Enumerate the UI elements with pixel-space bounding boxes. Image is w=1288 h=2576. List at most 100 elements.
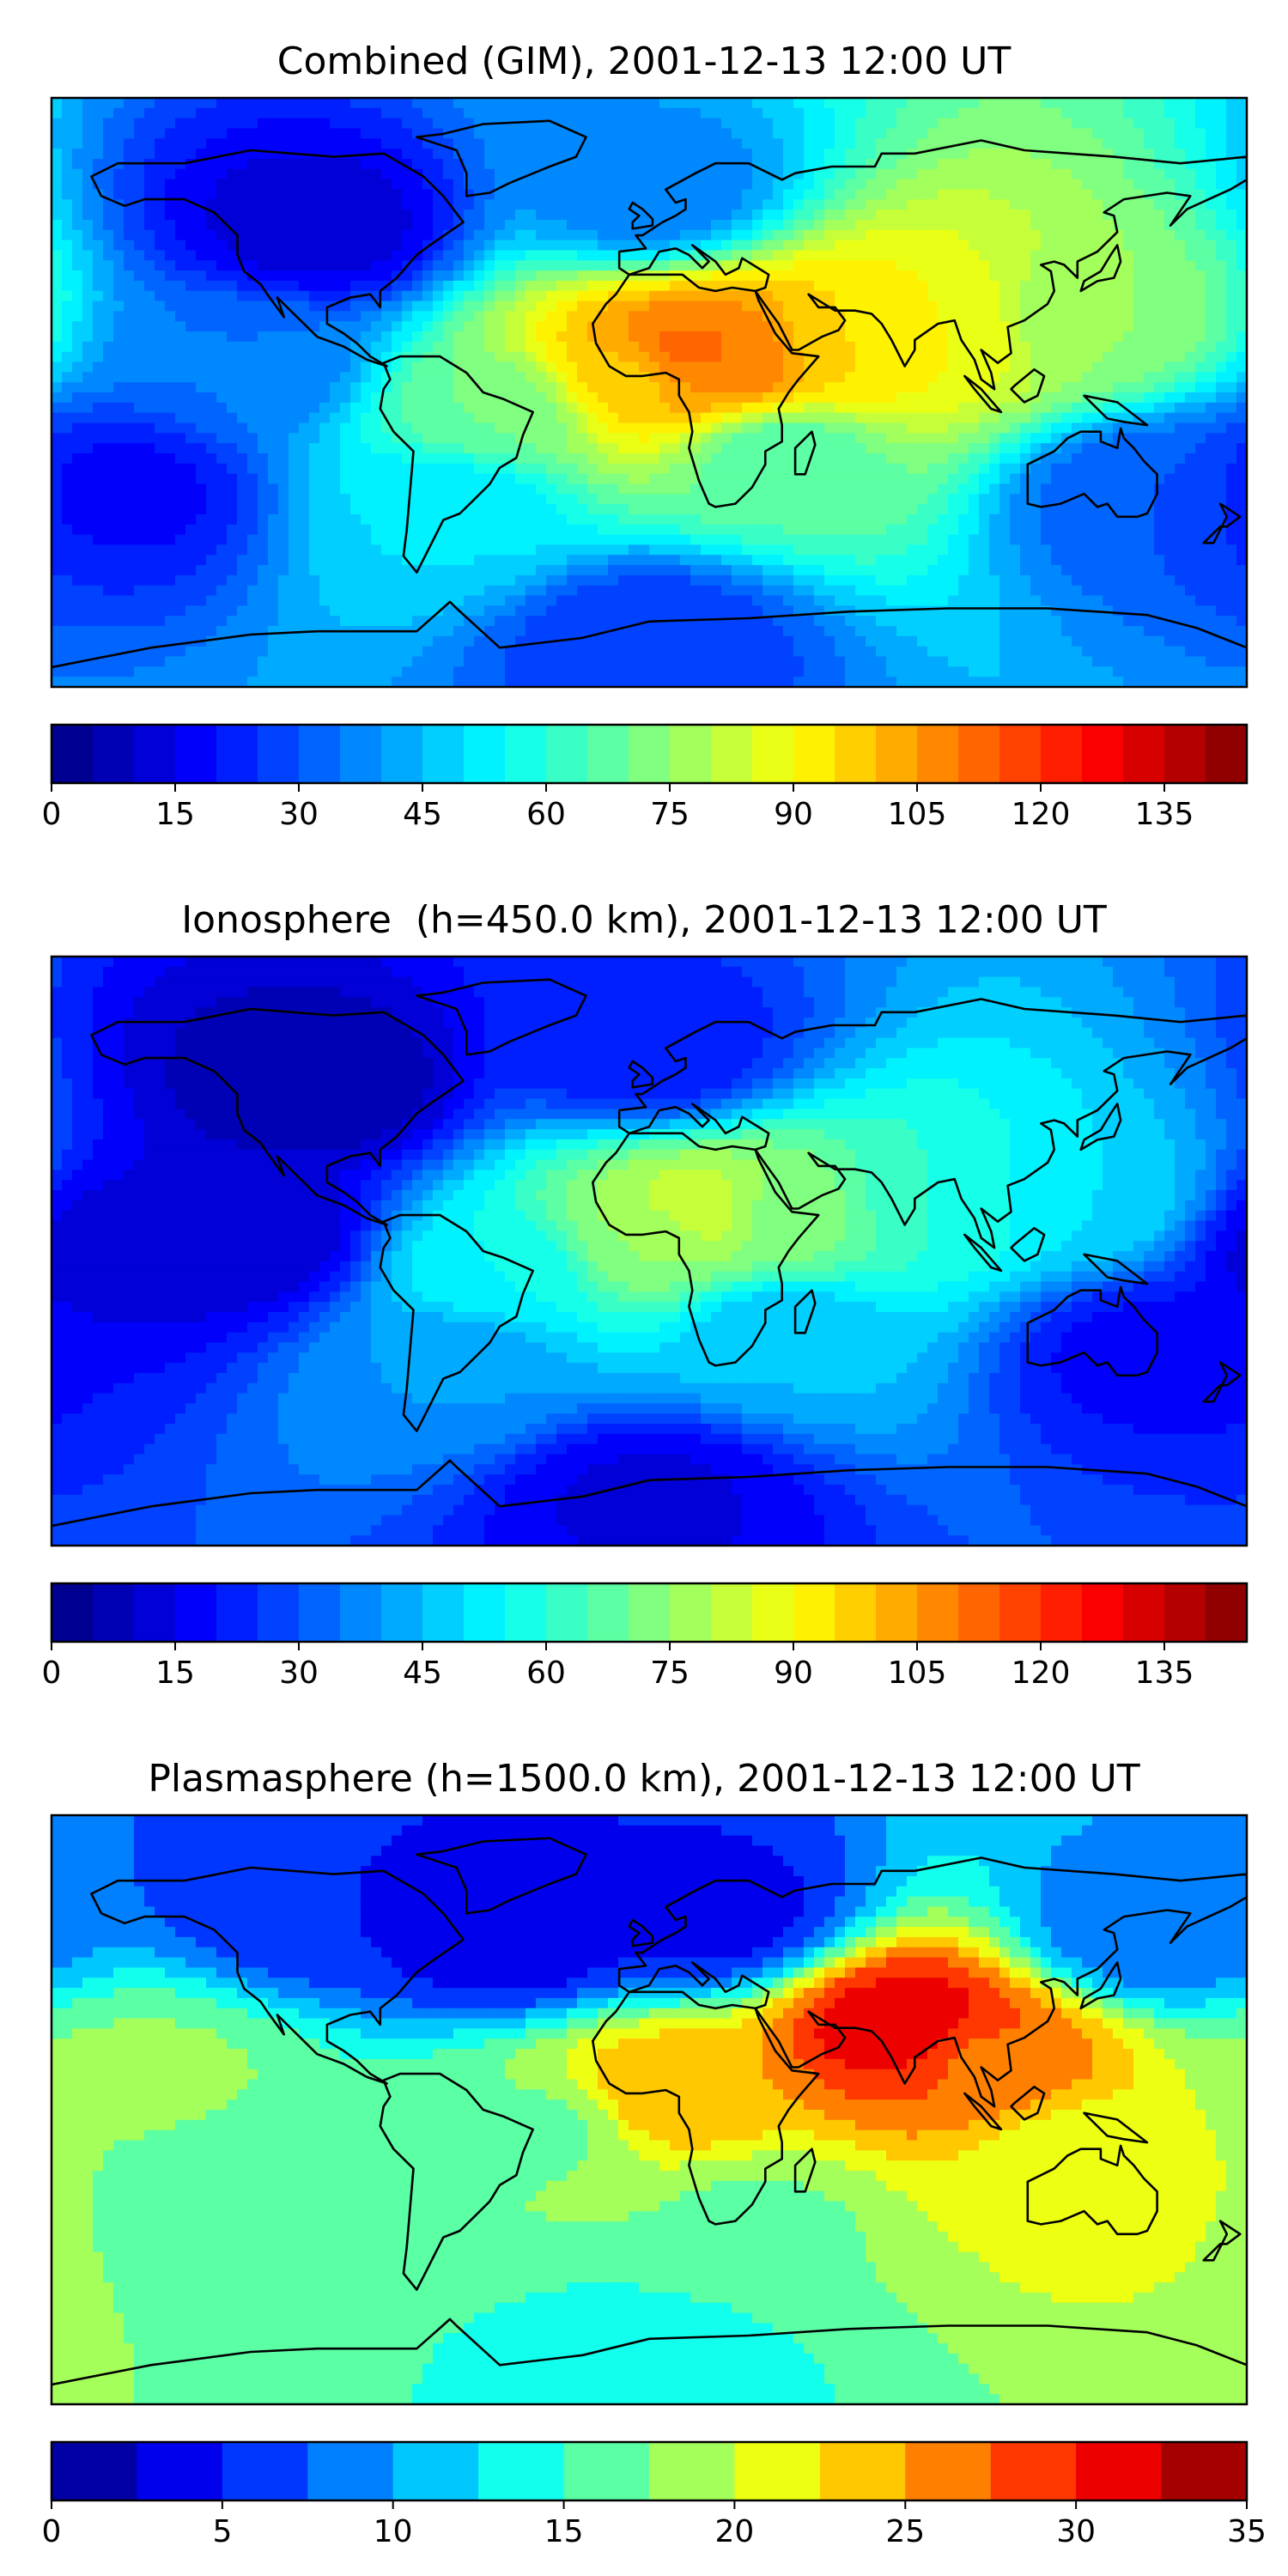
field-cell — [835, 372, 846, 383]
field-cell — [258, 402, 269, 414]
field-cell — [1154, 331, 1165, 343]
field-cell — [237, 341, 248, 353]
field-cell — [289, 189, 300, 200]
field-cell — [577, 483, 588, 495]
field-cell — [1061, 240, 1072, 252]
field-cell — [948, 260, 959, 271]
field-cell — [732, 149, 743, 160]
field-cell — [711, 433, 722, 444]
field-cell — [1020, 260, 1031, 271]
field-cell — [289, 443, 300, 454]
field-cell — [793, 138, 805, 149]
field-cell — [876, 443, 887, 454]
field-cell — [309, 168, 320, 180]
field-cell — [134, 351, 145, 363]
field-cell — [1185, 229, 1196, 241]
field-cell — [556, 473, 568, 485]
field-cell — [289, 128, 300, 139]
field-cell — [1216, 341, 1227, 353]
field-cell — [237, 504, 248, 515]
field-cell — [1175, 483, 1186, 495]
field-cell — [948, 422, 959, 434]
field-cell — [969, 494, 980, 505]
field-cell — [598, 504, 609, 515]
field-cell — [752, 311, 763, 322]
field-cell — [629, 331, 640, 343]
field-cell — [639, 433, 650, 444]
field-cell — [1164, 494, 1176, 505]
field-cell — [969, 240, 980, 252]
field-cell — [752, 351, 763, 363]
field-cell — [876, 372, 887, 383]
field-cell — [762, 351, 774, 363]
field-cell — [453, 392, 465, 404]
field-cell — [1020, 341, 1031, 353]
field-cell — [371, 168, 382, 180]
field-cell — [577, 210, 588, 221]
field-cell — [1082, 351, 1093, 363]
field-cell — [958, 361, 969, 373]
field-cell — [216, 341, 228, 353]
field-cell — [958, 392, 969, 404]
field-cell — [649, 494, 660, 505]
field-cell — [392, 453, 403, 465]
field-cell — [649, 128, 660, 139]
field-cell — [1226, 210, 1237, 221]
field-cell — [907, 229, 918, 241]
field-cell — [907, 361, 918, 373]
field-cell — [917, 199, 928, 210]
field-cell — [350, 443, 361, 454]
field-cell — [969, 453, 980, 465]
field-cell — [618, 158, 629, 170]
field-cell — [742, 443, 753, 454]
field-cell — [711, 422, 722, 434]
field-cell — [1072, 210, 1083, 221]
field-cell — [72, 260, 83, 271]
field-cell — [629, 473, 640, 485]
field-cell — [546, 351, 557, 363]
field-cell — [546, 290, 557, 302]
field-cell — [330, 98, 341, 109]
field-cell — [526, 443, 537, 454]
field-cell — [474, 128, 485, 139]
field-cell — [1030, 422, 1042, 434]
field-cell — [598, 513, 609, 526]
field-cell — [412, 412, 423, 424]
field-cell — [165, 382, 176, 393]
field-cell — [979, 433, 990, 444]
field-cell — [330, 199, 341, 210]
field-cell — [1030, 443, 1042, 454]
field-cell — [577, 351, 588, 363]
field-cell — [958, 494, 969, 505]
field-cell — [185, 219, 197, 231]
field-cell — [680, 453, 691, 465]
field-cell — [62, 392, 73, 404]
field-cell — [319, 240, 331, 252]
field-cell — [979, 149, 990, 160]
field-cell — [814, 229, 825, 241]
field-cell — [917, 98, 928, 109]
field-cell — [134, 331, 145, 343]
field-cell — [247, 402, 258, 414]
field-cell — [845, 341, 856, 353]
field-cell — [979, 240, 990, 252]
field-cell — [289, 250, 300, 261]
field-cell — [412, 402, 423, 414]
field-cell — [144, 189, 155, 200]
field-cell — [103, 504, 114, 515]
field-cell — [866, 250, 877, 261]
field-cell — [82, 107, 94, 119]
field-cell — [196, 331, 207, 343]
field-cell — [618, 504, 629, 515]
field-cell — [1061, 311, 1072, 322]
field-cell — [227, 382, 238, 393]
field-cell — [165, 219, 176, 231]
field-cell — [927, 219, 939, 231]
field-cell — [536, 433, 547, 444]
field-cell — [1236, 280, 1247, 292]
field-cell — [1206, 473, 1217, 485]
field-cell — [268, 433, 279, 444]
field-cell — [1030, 270, 1042, 282]
field-cell — [1216, 270, 1227, 282]
field-cell — [1185, 179, 1196, 191]
